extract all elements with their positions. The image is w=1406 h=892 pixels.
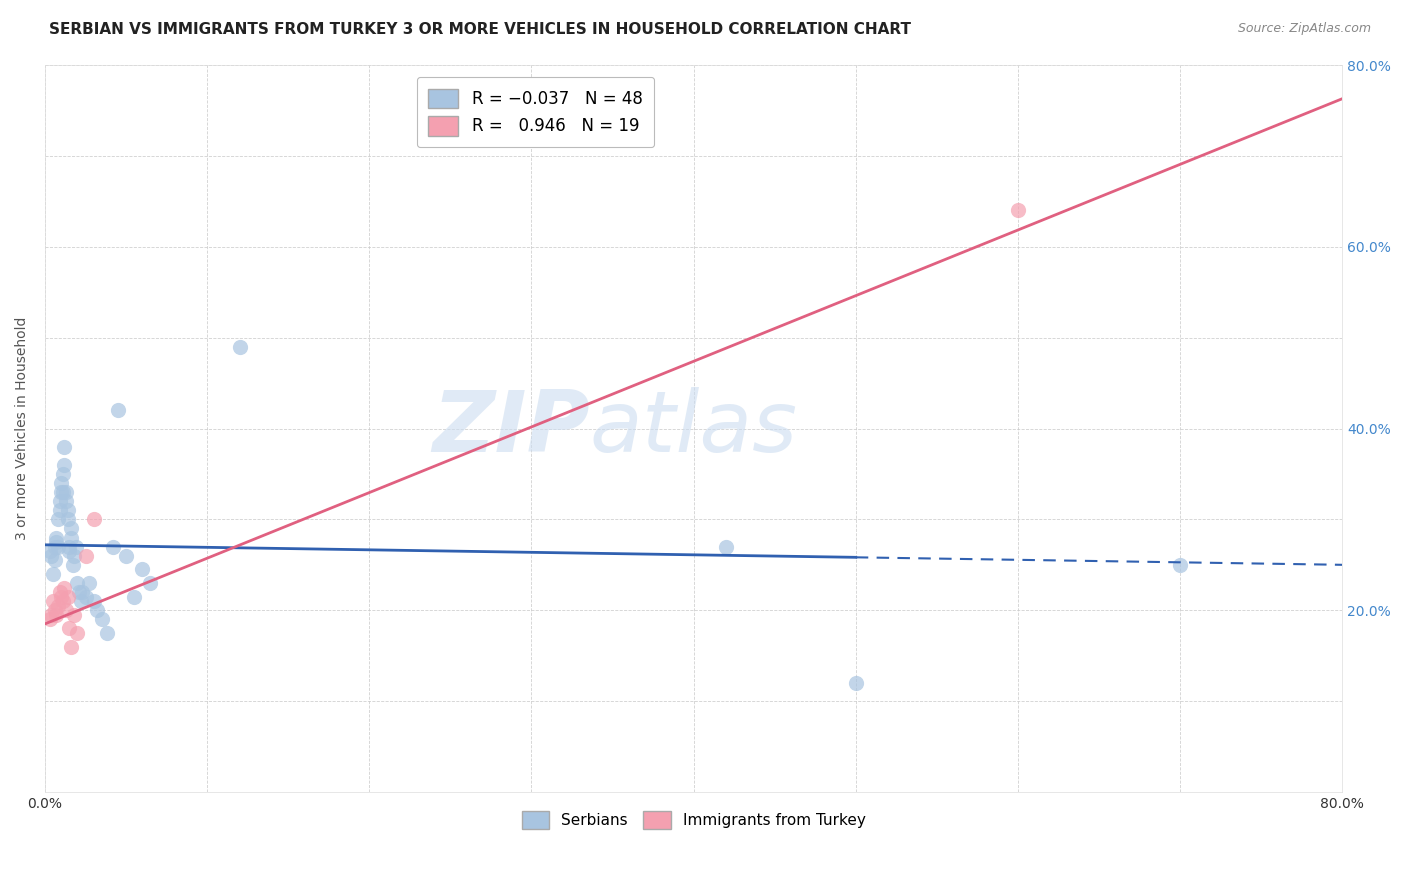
Point <box>55 494 77 508</box>
Point <box>86 603 108 617</box>
Point <box>56 590 79 604</box>
Point <box>75 549 97 563</box>
Text: Source: ZipAtlas.com: Source: ZipAtlas.com <box>1237 22 1371 36</box>
Point <box>44 540 66 554</box>
Point <box>55 603 77 617</box>
Point <box>115 549 138 563</box>
Point <box>44 603 66 617</box>
Point <box>52 485 75 500</box>
Point <box>42 594 65 608</box>
Point <box>96 626 118 640</box>
Point <box>66 576 89 591</box>
Point <box>44 553 66 567</box>
Text: ZIP: ZIP <box>432 387 591 470</box>
Point <box>45 535 67 549</box>
Point <box>63 549 86 563</box>
Point <box>63 607 86 622</box>
Point <box>131 562 153 576</box>
Point <box>52 594 75 608</box>
Point <box>59 521 82 535</box>
Point <box>46 512 69 526</box>
Point <box>38 544 60 558</box>
Point <box>139 576 162 591</box>
Point <box>69 594 91 608</box>
Point <box>41 549 63 563</box>
Point <box>41 607 63 622</box>
Text: SERBIAN VS IMMIGRANTS FROM TURKEY 3 OR MORE VEHICLES IN HOUSEHOLD CORRELATION CH: SERBIAN VS IMMIGRANTS FROM TURKEY 3 OR M… <box>49 22 911 37</box>
Point <box>65 540 87 554</box>
Point <box>66 626 89 640</box>
Point <box>228 340 250 354</box>
Point <box>42 566 65 581</box>
Point <box>59 640 82 654</box>
Text: atlas: atlas <box>591 387 797 470</box>
Point <box>90 612 112 626</box>
Point <box>48 585 70 599</box>
Point <box>75 590 97 604</box>
Point <box>59 531 82 545</box>
Point <box>53 458 76 472</box>
Point <box>51 476 73 491</box>
Point <box>72 585 94 599</box>
Point <box>58 544 80 558</box>
Point <box>83 512 105 526</box>
Point <box>55 485 77 500</box>
Point <box>62 558 84 572</box>
Legend: Serbians, Immigrants from Turkey: Serbians, Immigrants from Turkey <box>516 805 872 835</box>
Y-axis label: 3 or more Vehicles in Household: 3 or more Vehicles in Household <box>15 317 30 541</box>
Point <box>46 599 69 613</box>
Point <box>122 590 145 604</box>
Point <box>53 440 76 454</box>
Point <box>67 585 90 599</box>
Point <box>56 503 79 517</box>
Point <box>52 467 75 481</box>
Point <box>56 512 79 526</box>
Point <box>714 540 737 554</box>
Point <box>101 540 124 554</box>
Point <box>48 503 70 517</box>
Point <box>51 485 73 500</box>
Point <box>51 590 73 604</box>
Point <box>58 540 80 554</box>
Point <box>845 676 868 690</box>
Point <box>1007 203 1029 218</box>
Point <box>46 540 69 554</box>
Point <box>48 494 70 508</box>
Point <box>38 612 60 626</box>
Point <box>45 607 67 622</box>
Point <box>83 594 105 608</box>
Point <box>107 403 129 417</box>
Point <box>53 581 76 595</box>
Point <box>58 622 80 636</box>
Point <box>1168 558 1191 572</box>
Point <box>77 576 100 591</box>
Point <box>45 531 67 545</box>
